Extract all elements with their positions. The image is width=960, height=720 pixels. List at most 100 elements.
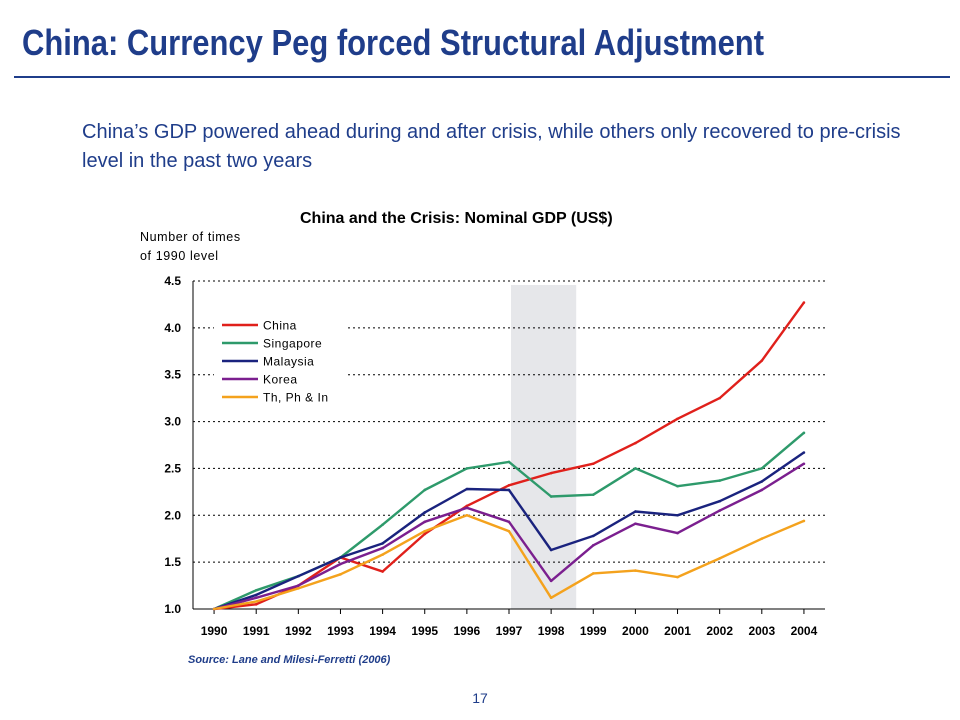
y-tick-label: 4.5 xyxy=(164,274,181,288)
data-point-malaysia xyxy=(254,593,258,597)
y-tick-label: 2.5 xyxy=(164,461,181,475)
data-point-th-ph-in xyxy=(423,529,427,533)
source-note: Source: Lane and Milesi-Ferretti (2006) xyxy=(188,654,391,666)
data-point-malaysia xyxy=(634,510,637,513)
slide-title: China: Currency Peg forced Structural Ad… xyxy=(22,22,765,63)
data-point-china xyxy=(423,532,427,536)
x-tick-label: 1992 xyxy=(285,624,312,638)
data-point-china xyxy=(760,359,764,362)
data-point-korea xyxy=(465,506,469,510)
data-point-korea xyxy=(549,579,553,583)
data-point-th-ph-in xyxy=(507,529,511,533)
legend-label: Korea xyxy=(263,373,298,387)
data-point-korea xyxy=(254,596,258,600)
data-point-china xyxy=(634,441,637,445)
x-tick-label: 1996 xyxy=(454,624,481,638)
data-point-china xyxy=(465,504,469,508)
slide-subtitle: China’s GDP powered ahead during and aft… xyxy=(82,121,901,172)
title-divider xyxy=(14,76,950,78)
x-tick-label: 2003 xyxy=(748,624,775,638)
data-point-china xyxy=(676,417,679,421)
data-point-korea xyxy=(802,462,806,466)
crisis-shaded-region xyxy=(511,285,577,609)
data-point-th-ph-in xyxy=(718,557,721,560)
data-point-malaysia xyxy=(339,556,342,559)
page-number: 17 xyxy=(472,690,488,706)
data-point-china xyxy=(549,471,553,475)
x-tick-label: 1990 xyxy=(201,624,228,638)
data-point-singapore xyxy=(760,467,764,470)
data-point-malaysia xyxy=(591,534,595,538)
data-point-th-ph-in xyxy=(381,553,384,556)
y-axis-title-line-2: of 1990 level xyxy=(140,249,219,263)
data-point-singapore xyxy=(254,588,258,592)
x-tick-label: 2000 xyxy=(622,624,649,638)
data-point-th-ph-in xyxy=(676,575,679,579)
y-tick-label: 1.0 xyxy=(164,602,181,616)
x-tick-label: 1999 xyxy=(580,624,607,638)
data-point-malaysia xyxy=(381,542,384,545)
data-point-korea xyxy=(339,562,342,566)
data-point-singapore xyxy=(381,523,384,526)
legend-label: Malaysia xyxy=(263,355,314,369)
data-point-th-ph-in xyxy=(339,573,342,576)
x-tick-label: 2002 xyxy=(706,624,733,638)
data-point-china xyxy=(381,570,384,573)
data-point-th-ph-in xyxy=(212,607,216,611)
data-point-korea xyxy=(507,520,511,524)
data-point-singapore xyxy=(634,467,637,470)
y-tick-label: 3.0 xyxy=(164,415,181,429)
data-point-malaysia xyxy=(549,548,553,552)
chart-title: China and the Crisis: Nominal GDP (US$) xyxy=(300,210,613,227)
data-point-singapore xyxy=(718,479,721,482)
legend-label: China xyxy=(263,319,297,333)
data-point-th-ph-in xyxy=(760,537,764,541)
data-point-th-ph-in xyxy=(549,596,553,600)
x-tick-label: 2004 xyxy=(791,624,818,638)
data-point-malaysia xyxy=(507,488,511,492)
data-point-singapore xyxy=(802,431,806,435)
x-tick-label: 1991 xyxy=(243,624,270,638)
data-point-china xyxy=(718,396,721,400)
data-point-korea xyxy=(591,543,595,547)
y-tick-label: 1.5 xyxy=(164,555,181,569)
data-point-korea xyxy=(634,522,637,526)
data-point-singapore xyxy=(465,467,469,470)
data-point-korea xyxy=(760,488,764,492)
x-tick-label: 1998 xyxy=(538,624,565,638)
data-point-th-ph-in xyxy=(254,600,258,603)
data-point-malaysia xyxy=(676,513,679,517)
data-point-singapore xyxy=(676,484,679,488)
data-point-malaysia xyxy=(760,480,764,483)
data-point-singapore xyxy=(507,460,511,464)
x-tick-label: 1995 xyxy=(411,624,438,638)
data-point-china xyxy=(802,301,806,304)
data-point-china xyxy=(591,462,595,466)
data-point-korea xyxy=(297,584,300,587)
data-point-singapore xyxy=(423,488,427,492)
data-point-malaysia xyxy=(465,487,469,491)
data-point-korea xyxy=(676,531,679,535)
data-point-korea xyxy=(381,546,384,550)
data-point-th-ph-in xyxy=(591,572,595,575)
legend: China Singapore Malaysia Korea Th, Ph & In xyxy=(214,317,345,406)
data-point-th-ph-in xyxy=(634,569,637,572)
data-point-china xyxy=(507,483,511,487)
data-point-singapore xyxy=(549,495,553,498)
data-point-th-ph-in xyxy=(465,513,469,517)
y-tick-label: 3.5 xyxy=(164,368,181,382)
data-point-th-ph-in xyxy=(802,519,806,523)
data-point-malaysia xyxy=(718,499,721,503)
data-point-korea xyxy=(718,509,721,512)
data-point-malaysia xyxy=(297,574,300,578)
legend-label: Th, Ph & In xyxy=(263,391,329,405)
legend-label: Singapore xyxy=(263,337,322,351)
y-tick-label: 2.0 xyxy=(164,508,181,522)
data-point-malaysia xyxy=(802,451,806,454)
x-tick-label: 1994 xyxy=(369,624,396,638)
data-point-singapore xyxy=(591,493,595,496)
x-tick-label: 1997 xyxy=(496,624,523,638)
y-axis-title-line-1: Number of times xyxy=(140,230,241,244)
data-point-malaysia xyxy=(423,511,427,514)
y-tick-label: 4.0 xyxy=(164,321,181,335)
